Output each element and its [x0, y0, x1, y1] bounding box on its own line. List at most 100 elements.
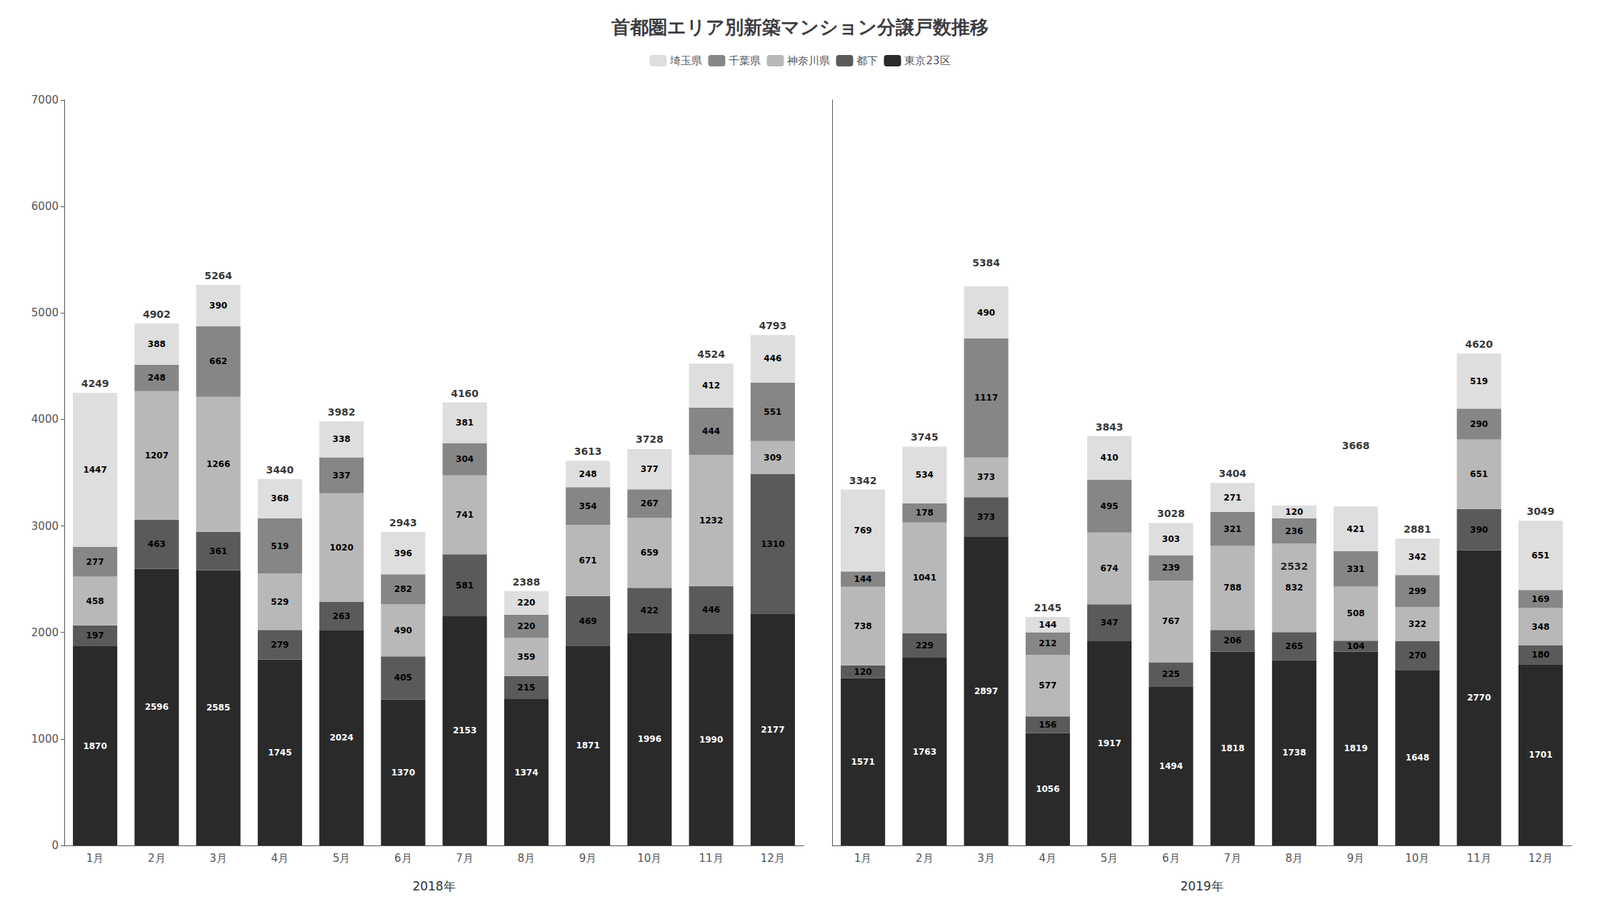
svg-text:212: 212 — [1038, 638, 1057, 649]
svg-text:1056: 1056 — [1035, 784, 1060, 795]
svg-text:490: 490 — [977, 307, 995, 318]
svg-text:321: 321 — [1223, 524, 1242, 535]
svg-text:377: 377 — [640, 464, 659, 475]
svg-text:6月: 6月 — [1162, 852, 1180, 865]
svg-text:206: 206 — [1223, 635, 1242, 646]
svg-text:271: 271 — [1223, 492, 1242, 503]
svg-text:309: 309 — [763, 452, 782, 463]
svg-text:290: 290 — [1470, 419, 1488, 430]
svg-text:9月: 9月 — [1347, 852, 1365, 865]
svg-text:236: 236 — [1285, 526, 1303, 537]
svg-text:10月: 10月 — [637, 852, 662, 865]
svg-text:342: 342 — [1408, 552, 1427, 563]
svg-text:529: 529 — [270, 597, 289, 608]
svg-text:5000: 5000 — [31, 306, 59, 320]
svg-text:412: 412 — [702, 380, 720, 391]
svg-text:2770: 2770 — [1467, 692, 1491, 703]
svg-text:265: 265 — [1285, 641, 1303, 652]
svg-text:220: 220 — [517, 621, 535, 632]
svg-text:303: 303 — [1162, 534, 1180, 545]
svg-text:6000: 6000 — [31, 200, 59, 213]
svg-text:1870: 1870 — [82, 741, 107, 752]
svg-text:519: 519 — [1470, 376, 1488, 387]
svg-text:767: 767 — [1162, 616, 1180, 627]
svg-text:4249: 4249 — [81, 377, 110, 390]
svg-text:337: 337 — [332, 470, 351, 481]
svg-text:458: 458 — [86, 596, 105, 607]
svg-text:4620: 4620 — [1465, 338, 1493, 350]
svg-text:270: 270 — [1408, 650, 1427, 661]
svg-text:225: 225 — [1162, 669, 1180, 680]
svg-text:1310: 1310 — [760, 539, 785, 550]
svg-text:396: 396 — [394, 548, 413, 559]
svg-text:4793: 4793 — [758, 320, 787, 332]
svg-text:769: 769 — [854, 525, 873, 536]
svg-text:5384: 5384 — [972, 257, 1000, 269]
svg-text:1818: 1818 — [1220, 743, 1245, 754]
svg-text:577: 577 — [1038, 680, 1057, 691]
svg-text:277: 277 — [86, 557, 105, 568]
svg-text:4000: 4000 — [31, 412, 59, 426]
svg-text:197: 197 — [86, 630, 105, 641]
svg-text:347: 347 — [1100, 617, 1119, 628]
svg-text:446: 446 — [763, 353, 782, 364]
svg-text:405: 405 — [394, 672, 413, 683]
svg-text:1819: 1819 — [1343, 743, 1368, 754]
svg-text:1020: 1020 — [329, 542, 353, 553]
svg-text:1494: 1494 — [1159, 761, 1183, 772]
svg-text:169: 169 — [1531, 594, 1550, 605]
svg-text:1374: 1374 — [514, 767, 538, 778]
svg-text:東京23区: 東京23区 — [904, 54, 950, 68]
svg-text:1232: 1232 — [699, 515, 723, 526]
svg-text:390: 390 — [209, 300, 228, 311]
svg-text:144: 144 — [854, 574, 873, 585]
svg-text:1571: 1571 — [850, 757, 875, 768]
svg-text:1738: 1738 — [1282, 747, 1306, 758]
svg-text:1370: 1370 — [391, 767, 415, 778]
svg-text:1041: 1041 — [912, 572, 937, 583]
svg-text:1000: 1000 — [31, 732, 59, 746]
svg-text:3982: 3982 — [327, 406, 356, 418]
svg-text:2000: 2000 — [31, 626, 59, 640]
svg-text:1266: 1266 — [206, 459, 230, 470]
svg-text:674: 674 — [1100, 563, 1119, 574]
svg-text:651: 651 — [1531, 550, 1550, 561]
svg-text:2532: 2532 — [1280, 560, 1308, 573]
svg-text:2018年: 2018年 — [412, 879, 455, 894]
svg-text:3728: 3728 — [635, 433, 664, 445]
svg-text:4月: 4月 — [1039, 852, 1058, 865]
svg-text:444: 444 — [702, 426, 720, 437]
svg-text:0: 0 — [51, 839, 59, 853]
svg-text:1745: 1745 — [267, 747, 292, 758]
svg-text:1207: 1207 — [145, 450, 169, 461]
svg-text:104: 104 — [1347, 641, 1365, 652]
svg-text:279: 279 — [270, 640, 289, 650]
svg-text:263: 263 — [332, 611, 351, 622]
svg-text:2153: 2153 — [452, 725, 477, 736]
svg-text:354: 354 — [579, 501, 598, 512]
svg-text:463: 463 — [147, 539, 166, 550]
svg-text:651: 651 — [1470, 469, 1488, 480]
svg-text:156: 156 — [1038, 720, 1057, 730]
svg-text:3028: 3028 — [1157, 507, 1185, 520]
svg-text:1990: 1990 — [699, 735, 723, 745]
svg-text:738: 738 — [854, 621, 873, 632]
svg-text:5264: 5264 — [204, 270, 233, 282]
svg-text:3342: 3342 — [849, 475, 878, 487]
svg-text:120: 120 — [854, 667, 873, 678]
svg-text:3000: 3000 — [31, 520, 59, 533]
svg-text:2596: 2596 — [145, 702, 169, 713]
svg-text:215: 215 — [517, 682, 535, 693]
svg-text:1月: 1月 — [86, 852, 105, 865]
svg-text:2388: 2388 — [512, 576, 540, 588]
svg-text:3月: 3月 — [977, 852, 995, 865]
svg-text:1996: 1996 — [637, 734, 662, 745]
svg-text:2881: 2881 — [1403, 523, 1432, 535]
svg-text:348: 348 — [1531, 622, 1550, 633]
svg-text:4902: 4902 — [142, 308, 171, 320]
svg-text:8月: 8月 — [1285, 852, 1304, 865]
svg-text:1月: 1月 — [854, 852, 873, 865]
svg-text:248: 248 — [579, 469, 598, 480]
svg-text:3668: 3668 — [1342, 440, 1370, 452]
svg-text:741: 741 — [455, 510, 474, 520]
